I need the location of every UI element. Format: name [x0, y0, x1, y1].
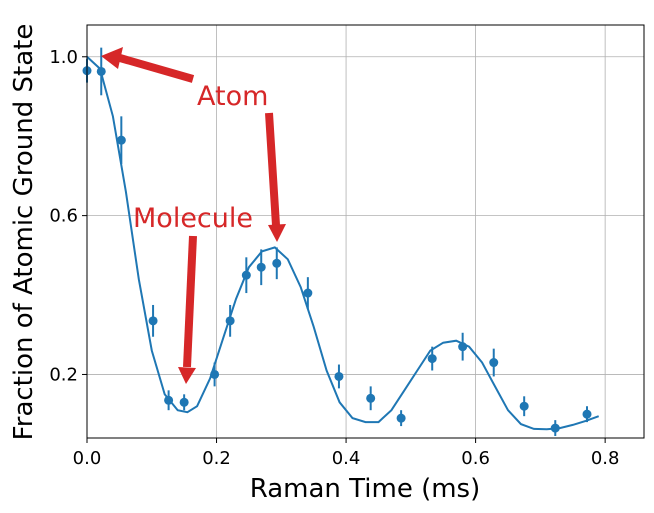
data-point — [210, 369, 220, 379]
fit-curve — [86, 56, 600, 431]
y-tick-label: 1.0 — [49, 47, 78, 68]
data-point — [116, 135, 126, 145]
data-point — [550, 423, 560, 433]
annotation-atom: Atom — [197, 81, 268, 112]
x-axis-title: Raman Time (ms) — [250, 474, 480, 504]
y-tick-label: 0.6 — [49, 206, 78, 227]
atom-arrow-2 — [265, 112, 280, 226]
atom-arrow-1 — [118, 54, 195, 83]
data-point — [96, 66, 106, 76]
data-point — [366, 393, 376, 403]
data-point — [225, 316, 235, 326]
ticks-layer: 0.0 0.2 0.4 0.6 0.8 0.2 0.6 1.0 — [49, 47, 619, 469]
data-point — [272, 258, 282, 268]
y-tick-label: 0.2 — [49, 364, 78, 385]
x-tick-label: 0.8 — [591, 448, 620, 469]
molecule-arrow-head — [178, 367, 196, 384]
data-point — [334, 371, 344, 381]
y-axis-title: Fraction of Atomic Ground State — [9, 24, 39, 441]
x-tick-label: 0.0 — [73, 448, 102, 469]
x-tick-label: 0.2 — [202, 448, 231, 469]
data-point — [148, 316, 158, 326]
x-tick-label: 0.4 — [332, 448, 361, 469]
plot-frame — [86, 24, 645, 439]
data-point — [489, 358, 499, 368]
atom-arrow-2-head — [268, 224, 286, 242]
atom-arrow-1-head — [101, 47, 123, 69]
data-point — [241, 270, 251, 280]
data-point — [256, 262, 266, 272]
data-point — [164, 395, 174, 405]
data-point — [303, 288, 313, 298]
data-point — [582, 409, 592, 419]
fit-curve-layer — [86, 56, 600, 431]
data-point — [519, 401, 529, 411]
data-point — [458, 342, 468, 352]
annotations: Atom Molecule — [101, 47, 286, 384]
x-tick-label: 0.6 — [461, 448, 490, 469]
data-point — [396, 413, 406, 423]
molecule-arrow — [183, 235, 197, 368]
annotation-molecule: Molecule — [133, 203, 253, 234]
data-point — [427, 354, 437, 364]
data-point — [179, 397, 189, 407]
